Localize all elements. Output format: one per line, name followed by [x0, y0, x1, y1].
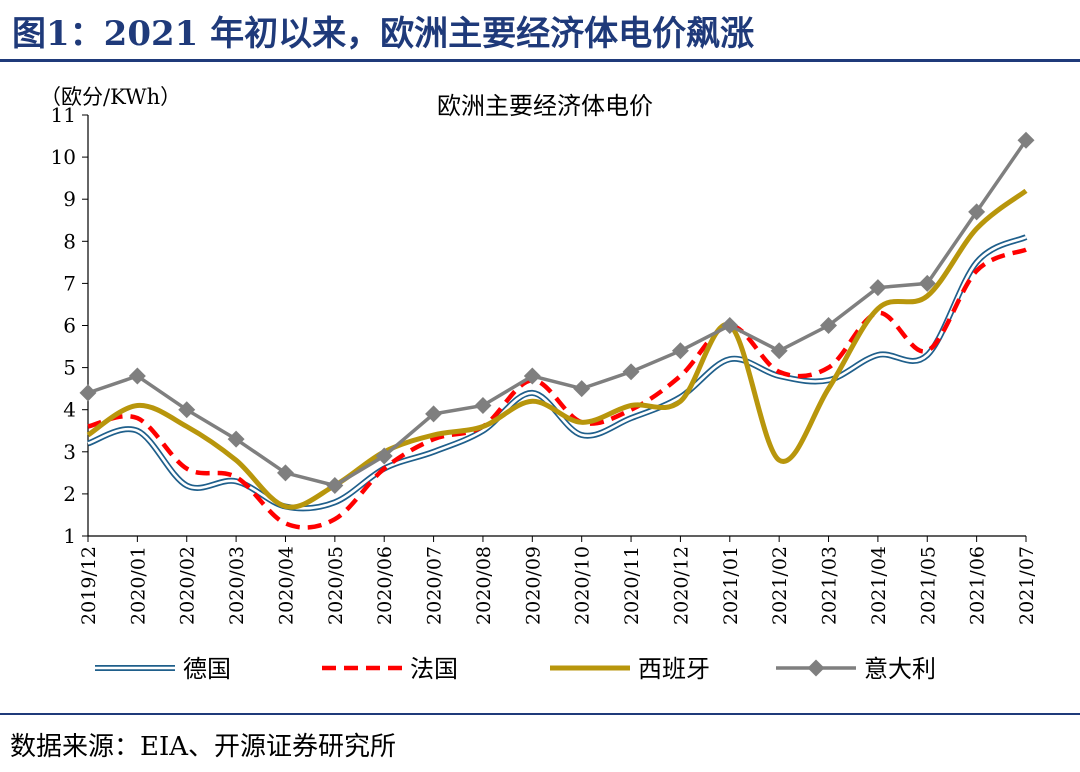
axes: 1 2 3 4 5 6 7 8 9 10 11 2019/12 2020/01 2020/02 2020/0…: [51, 103, 1038, 625]
data-point-marker: [869, 279, 887, 297]
legend-label: 法国: [410, 655, 458, 683]
x-tick-label: 2021/06: [967, 546, 989, 625]
data-point-marker: [326, 476, 344, 494]
x-tick-label: 2020/06: [374, 546, 396, 625]
x-tick-label: 2020/08: [473, 546, 495, 625]
series-2: [86, 188, 1028, 510]
x-tick-label: 2019/12: [78, 546, 100, 625]
series-line: [87, 247, 1027, 530]
data-point-marker: [128, 367, 146, 385]
x-tick-label: 2021/01: [720, 546, 742, 625]
x-tick-label: 2020/11: [621, 546, 643, 625]
series-3: [79, 131, 1035, 494]
series-line-outer: [86, 234, 1028, 512]
legend-label: 德国: [183, 655, 231, 683]
x-tick-label: 2020/12: [670, 546, 692, 625]
legend-label: 意大利: [864, 655, 936, 683]
figure-title: 图1：2021 年初以来，欧洲主要经济体电价飙涨: [12, 14, 755, 54]
data-point-marker: [721, 317, 739, 334]
series-line: [87, 139, 1028, 488]
y-axis-unit-label: （欧分/KWh）: [40, 85, 181, 109]
legend-item: 德国: [95, 655, 231, 683]
data-point-marker: [671, 342, 689, 360]
y-tick-label: 11: [51, 103, 76, 127]
line-chart: 欧洲主要经济体电价 （欧分/KWh） 1 2 3 4 5 6 7 8 9 10 11 2019/12 2…: [40, 85, 1038, 683]
x-tick-label: 2020/02: [177, 546, 199, 625]
y-tick-label: 4: [63, 398, 76, 422]
chart-title: 欧洲主要经济体电价: [437, 92, 653, 120]
y-tick-label: 5: [63, 356, 76, 380]
data-point-marker: [276, 464, 294, 482]
series-0: [86, 234, 1028, 512]
x-tick-label: 2020/07: [424, 546, 446, 625]
series-layer: [79, 131, 1035, 530]
x-tick-label: 2021/03: [819, 546, 841, 625]
series-1: [87, 247, 1027, 530]
x-tick-label: 2021/02: [769, 546, 791, 625]
y-tick-label: 1: [63, 524, 76, 548]
series-line-inner: [87, 235, 1027, 510]
x-tick-label: 2020/04: [275, 546, 297, 625]
legend-item: 法国: [322, 655, 458, 683]
x-tick-label: 2020/03: [226, 546, 248, 625]
data-point-marker: [227, 430, 245, 448]
y-tick-label: 7: [63, 271, 76, 295]
x-tick-label: 2020/10: [572, 546, 594, 625]
x-tick-label: 2020/09: [522, 546, 544, 625]
legend-item: 意大利: [776, 655, 936, 683]
data-point-marker: [573, 380, 591, 398]
data-point-marker: [474, 397, 492, 414]
data-point-marker: [79, 384, 97, 402]
y-tick-label: 2: [63, 482, 76, 506]
data-point-marker: [523, 367, 541, 385]
data-point-marker: [968, 203, 986, 221]
source-note: 数据来源：EIA、开源证券研究所: [10, 732, 397, 762]
data-point-marker: [820, 317, 838, 334]
y-tick-label: 10: [51, 145, 76, 169]
y-tick-label: 6: [63, 314, 76, 338]
y-tick-label: 9: [63, 187, 76, 211]
data-point-marker: [770, 342, 788, 360]
data-point-marker: [622, 363, 640, 381]
title-divider: [0, 59, 1080, 62]
x-tick-label: 2020/05: [325, 546, 347, 625]
legend: 德国 法国 西班牙 意大利: [95, 655, 936, 683]
data-point-marker: [918, 274, 936, 292]
x-tick-label: 2021/07: [1016, 546, 1038, 625]
series-line: [86, 188, 1028, 510]
legend-item: 西班牙: [550, 655, 710, 683]
y-tick-label: 3: [63, 440, 76, 464]
x-tick-label: 2021/05: [917, 546, 939, 625]
data-point-marker: [178, 401, 196, 419]
source-divider: [0, 713, 1080, 715]
x-tick-label: 2020/01: [127, 546, 149, 625]
y-tick-label: 8: [63, 229, 76, 253]
legend-label: 西班牙: [638, 655, 710, 683]
data-point-marker: [425, 405, 443, 423]
x-tick-label: 2021/04: [868, 546, 890, 625]
data-point-marker: [375, 447, 393, 465]
legend-swatch-marker: [807, 659, 825, 677]
